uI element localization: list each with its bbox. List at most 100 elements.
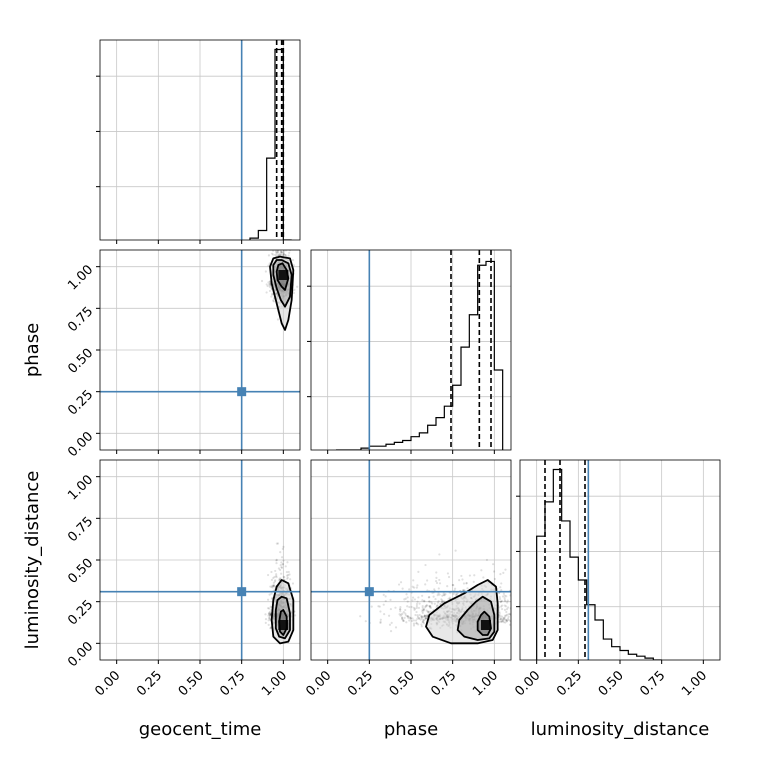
scatter-point — [440, 601, 443, 604]
scatter-point — [296, 285, 299, 288]
scatter-point — [274, 233, 276, 235]
density-peak — [481, 620, 491, 630]
scatter-point — [268, 284, 271, 287]
scatter-point — [271, 586, 274, 589]
scatter-point — [534, 602, 536, 604]
scatter-point — [284, 220, 286, 222]
scatter-point — [280, 572, 283, 575]
scatter-point — [281, 562, 285, 566]
scatter-point — [282, 252, 286, 256]
scatter-point — [528, 616, 530, 618]
scatter-point — [418, 602, 421, 605]
scatter-point — [267, 243, 269, 245]
scatter-point — [433, 588, 436, 591]
scatter-point — [501, 618, 505, 621]
scatter-point — [506, 619, 509, 622]
scatter-point — [505, 607, 509, 611]
scatter-point — [513, 614, 515, 616]
scatter-point — [420, 617, 423, 620]
scatter-point — [446, 572, 450, 575]
contour-line — [275, 262, 290, 291]
scatter-point — [274, 250, 278, 253]
scatter-point — [506, 613, 509, 616]
scatter-point — [400, 613, 403, 616]
scatter-point — [409, 617, 412, 620]
scatter-point — [446, 585, 449, 588]
scatter-point — [402, 619, 405, 623]
x-axis-label-phase: phase — [384, 719, 438, 740]
scatter-point — [417, 617, 421, 620]
scatter-point — [404, 608, 407, 612]
density-peak — [278, 620, 289, 630]
scatter-point — [414, 607, 417, 610]
scatter-point — [454, 587, 457, 590]
scatter-point — [454, 593, 458, 597]
scatter-point — [465, 581, 468, 585]
scatter-point — [499, 618, 502, 621]
scatter-point — [444, 593, 447, 596]
scatter-point — [504, 600, 507, 603]
scatter-point — [268, 612, 271, 615]
scatter-point — [267, 623, 270, 627]
pair-phase-luminosity_distance — [311, 460, 541, 660]
scatter-point — [493, 577, 496, 581]
scatter-point — [539, 620, 541, 622]
scatter-point — [492, 563, 495, 566]
scatter-point — [504, 568, 507, 571]
scatter-point — [515, 616, 517, 618]
scatter-point — [412, 624, 416, 627]
scatter-point — [504, 614, 507, 617]
scatter-point — [270, 597, 274, 600]
scatter-point — [382, 593, 385, 596]
scatter-point — [424, 617, 427, 620]
scatter-point — [411, 617, 414, 620]
scatter-point — [415, 602, 419, 606]
scatter-point — [268, 280, 272, 283]
scatter-point — [447, 575, 451, 579]
scatter-point — [514, 605, 516, 607]
scatter-point — [422, 622, 425, 625]
scatter-point — [466, 587, 469, 590]
scatter-point — [404, 614, 408, 617]
contour-line — [274, 595, 291, 640]
scatter-point — [401, 587, 404, 590]
scatter-point — [287, 254, 290, 257]
scatter-point — [502, 621, 505, 624]
scatter-point — [517, 623, 519, 625]
x-tick-label: 0.75 — [217, 668, 248, 699]
scatter-point — [291, 582, 295, 585]
scatter-point — [277, 228, 279, 230]
scatter-point — [517, 618, 519, 620]
scatter-point — [414, 613, 417, 617]
scatter-point — [276, 240, 278, 242]
scatter-point — [280, 251, 283, 254]
scatter-point — [273, 580, 276, 583]
scatter-point — [538, 629, 540, 631]
scatter-point — [382, 603, 385, 606]
scatter-point — [272, 250, 275, 252]
scatter-point — [268, 611, 271, 615]
scatter-point — [278, 237, 280, 239]
scatter-point — [419, 618, 422, 621]
scatter-point — [499, 614, 502, 617]
scatter-point — [417, 606, 421, 610]
scatter-point — [435, 571, 438, 574]
scatter-point — [502, 592, 505, 595]
scatter-point — [500, 604, 504, 607]
scatter-point — [435, 581, 439, 585]
scatter-point — [286, 577, 289, 580]
scatter-point — [260, 279, 264, 283]
scatter-point — [267, 619, 270, 622]
scatter-point — [512, 617, 514, 619]
scatter-point — [431, 602, 434, 605]
y-axis-label-luminosity_distance: luminosity_distance — [22, 471, 43, 650]
scatter-point — [524, 629, 526, 631]
scatter-point — [435, 576, 438, 579]
scatter-point — [277, 253, 280, 257]
scatter-point — [524, 614, 526, 616]
scatter-point — [426, 610, 429, 613]
x-tick-label: 0.75 — [428, 668, 459, 699]
scatter-point — [285, 228, 287, 230]
scatter-point — [422, 618, 425, 621]
scatter-point — [513, 617, 515, 619]
